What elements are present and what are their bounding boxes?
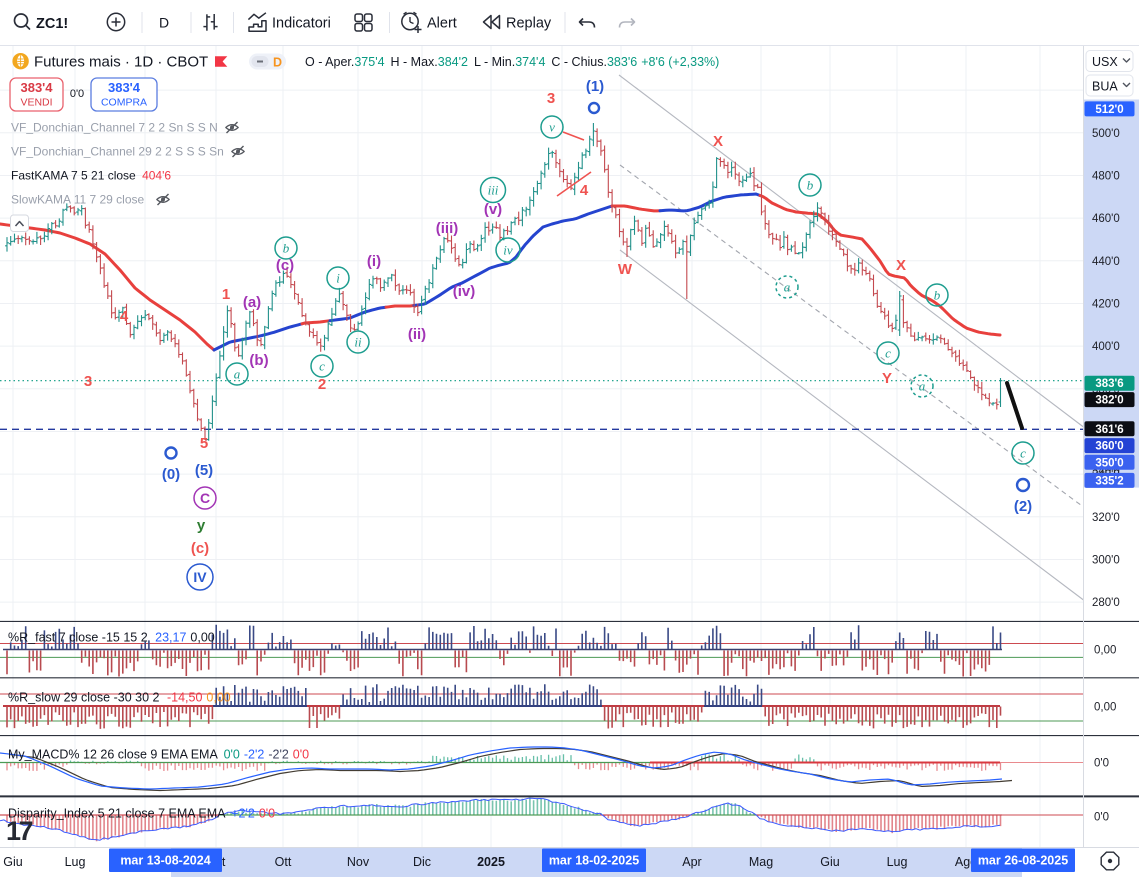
svg-text:335'2: 335'2	[1095, 475, 1123, 487]
svg-text:W: W	[618, 261, 633, 278]
svg-text:Ott: Ott	[275, 855, 292, 869]
svg-text:v: v	[549, 120, 555, 135]
svg-text:O - Aper.375'4H - Max.384'2L -: O - Aper.375'4 H - Max.384'2 L - Min.374'4…	[305, 55, 719, 69]
svg-text:mar 26-08-2025: mar 26-08-2025	[978, 854, 1068, 868]
svg-text:1: 1	[222, 286, 230, 303]
svg-text:400'0: 400'0	[1092, 341, 1120, 353]
svg-text:Lug: Lug	[65, 855, 86, 869]
svg-text:(v): (v)	[484, 201, 502, 218]
svg-text:460'0: 460'0	[1092, 213, 1120, 225]
svg-text:%R_slow 29 close -30 30 2 -14,: %R_slow 29 close -30 30 2 -14,50 0,00	[8, 691, 231, 705]
svg-text:(b): (b)	[249, 352, 268, 369]
svg-text:17: 17	[6, 816, 33, 846]
svg-text:BUA: BUA	[1092, 80, 1118, 94]
svg-text:320'0: 320'0	[1092, 512, 1120, 524]
svg-text:(5): (5)	[195, 462, 213, 479]
svg-text:(ii): (ii)	[408, 326, 426, 343]
svg-text:(a): (a)	[243, 294, 261, 311]
svg-text:5: 5	[200, 435, 208, 452]
svg-text:(iii): (iii)	[436, 220, 459, 237]
svg-text:360'0: 360'0	[1095, 441, 1123, 453]
svg-text:X: X	[896, 257, 906, 274]
svg-text:300'0: 300'0	[1092, 555, 1120, 567]
svg-text:440'0: 440'0	[1092, 256, 1120, 268]
svg-text:Lug: Lug	[887, 855, 908, 869]
svg-text:COMPRA: COMPRA	[101, 97, 147, 109]
svg-text:D: D	[159, 15, 169, 31]
svg-text:C: C	[200, 490, 210, 506]
svg-text:c: c	[1020, 446, 1026, 461]
svg-text:c: c	[319, 359, 325, 374]
svg-text:c: c	[885, 346, 891, 361]
svg-text:Alert: Alert	[427, 16, 457, 32]
svg-text:Dic: Dic	[413, 855, 431, 869]
svg-text:iv: iv	[503, 243, 513, 258]
svg-text:0'0: 0'0	[1094, 812, 1109, 824]
svg-text:500'0: 500'0	[1092, 128, 1120, 140]
svg-text:Futures mais · 1D · CBOT: Futures mais · 1D · CBOT	[34, 54, 208, 71]
svg-text:0,00: 0,00	[1094, 645, 1116, 657]
svg-text:0'0: 0'0	[70, 88, 84, 100]
svg-text:VF_Donchian_Channel 29 2 2 S S: VF_Donchian_Channel 29 2 2 S S S Sn	[11, 145, 224, 159]
svg-text:350'0: 350'0	[1095, 457, 1123, 469]
svg-text:(2): (2)	[1014, 498, 1032, 515]
svg-text:Indicatori: Indicatori	[272, 16, 331, 32]
svg-text:IV: IV	[193, 569, 207, 585]
svg-text:D: D	[273, 55, 282, 69]
svg-text:%R_fast 7 close -15 15 2 23,17: %R_fast 7 close -15 15 2 23,17 0,00	[8, 631, 215, 645]
svg-text:(i): (i)	[367, 253, 381, 270]
svg-text:SlowKAMA 11 7 29 close: SlowKAMA 11 7 29 close	[11, 193, 145, 207]
svg-text:ii: ii	[354, 335, 362, 350]
svg-text:383'4: 383'4	[20, 80, 53, 95]
svg-text:Y: Y	[882, 370, 892, 387]
svg-text:b: b	[934, 288, 941, 303]
svg-text:ZC1!: ZC1!	[36, 16, 68, 32]
svg-text:My_MACD% 12 26 close 9 EMA EMA: My_MACD% 12 26 close 9 EMA EMA 0'0 -2'2 -2…	[8, 748, 309, 762]
svg-text:i: i	[336, 271, 340, 286]
svg-text:y: y	[197, 517, 206, 534]
svg-text:4: 4	[580, 182, 589, 199]
svg-text:(c): (c)	[276, 257, 294, 274]
svg-text:280'0: 280'0	[1092, 597, 1120, 609]
svg-text:a: a	[919, 379, 926, 394]
svg-text:VENDI: VENDI	[20, 97, 52, 109]
svg-text:2: 2	[318, 376, 326, 393]
svg-text:(c): (c)	[191, 540, 209, 557]
svg-text:Replay: Replay	[506, 16, 552, 32]
svg-text:X: X	[713, 133, 723, 150]
svg-text:0,00: 0,00	[1094, 702, 1116, 714]
svg-text:Apr: Apr	[682, 855, 701, 869]
svg-text:0'0: 0'0	[1094, 758, 1109, 770]
svg-text:(iv): (iv)	[453, 283, 476, 300]
svg-text:mar 18-02-2025: mar 18-02-2025	[549, 854, 639, 868]
svg-text:Giu: Giu	[3, 855, 23, 869]
svg-text:361'6: 361'6	[1095, 424, 1123, 436]
svg-text:USX: USX	[1092, 55, 1118, 69]
svg-text:2025: 2025	[477, 855, 505, 869]
svg-text:Nov: Nov	[347, 855, 370, 869]
svg-text:iii: iii	[488, 183, 499, 198]
svg-text:b: b	[807, 178, 814, 193]
svg-text:VF_Donchian_Channel 7 2 2 Sn S: VF_Donchian_Channel 7 2 2 Sn S S N	[11, 121, 218, 135]
svg-text:480'0: 480'0	[1092, 171, 1120, 183]
svg-text:420'0: 420'0	[1092, 299, 1120, 311]
svg-text:(0): (0)	[162, 466, 180, 483]
svg-text:3: 3	[547, 90, 555, 107]
svg-text:Mag: Mag	[749, 855, 773, 869]
svg-text:a: a	[234, 367, 241, 382]
svg-text:4: 4	[120, 308, 129, 325]
svg-text:512'0: 512'0	[1095, 104, 1123, 116]
svg-text:mar 13-08-2024: mar 13-08-2024	[120, 854, 210, 868]
svg-text:b: b	[283, 241, 290, 256]
svg-text:Disparity_Index 5 21 close 7 E: Disparity_Index 5 21 close 7 EMA EMA +2'…	[8, 807, 275, 821]
svg-text:(1): (1)	[586, 78, 604, 95]
svg-text:a: a	[784, 280, 791, 295]
svg-text:383'4: 383'4	[108, 80, 141, 95]
svg-text:Giu: Giu	[820, 855, 840, 869]
svg-text:383'6: 383'6	[1095, 378, 1123, 390]
svg-text:382'0: 382'0	[1095, 395, 1123, 407]
svg-text:3: 3	[84, 373, 92, 390]
svg-text:FastKAMA 7 5 21 close 404'6: FastKAMA 7 5 21 close 404'6	[11, 169, 171, 183]
